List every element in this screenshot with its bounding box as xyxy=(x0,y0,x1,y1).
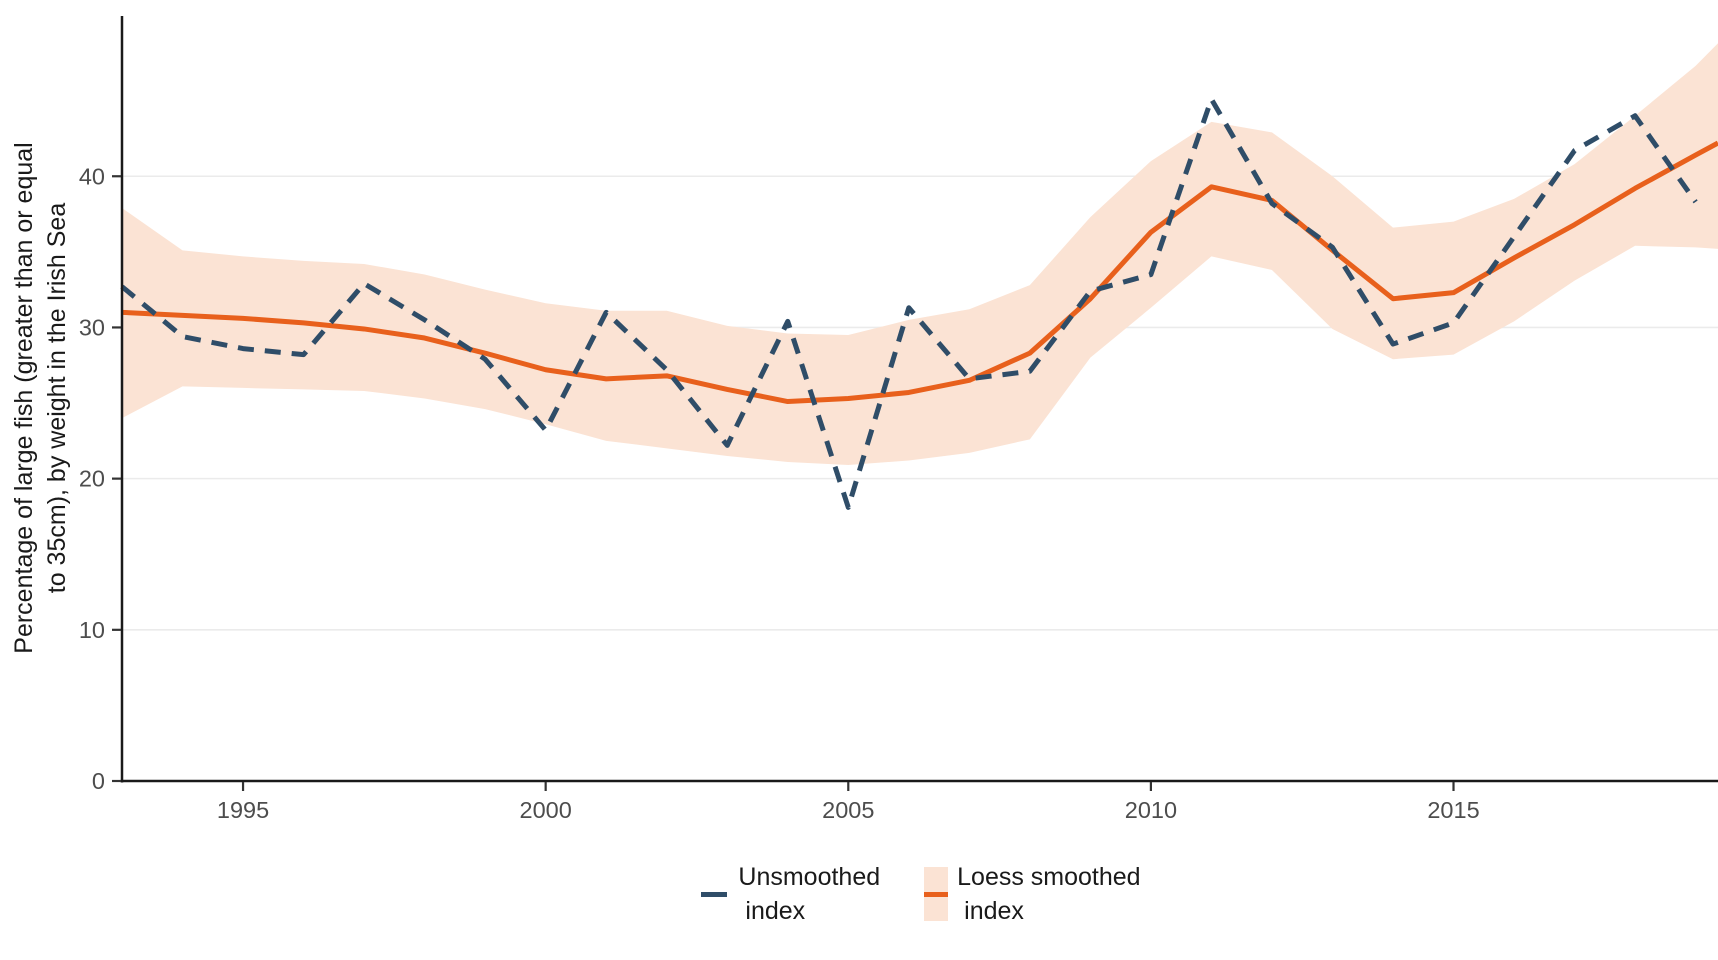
y-tick-label-0: 0 xyxy=(92,768,105,794)
unsmoothed-dashed-line xyxy=(120,96,1698,510)
x-tick-label-2010: 2010 xyxy=(1125,797,1177,823)
y-axis-title-line2: to 35cm), by weight in the Irish Sea xyxy=(43,202,71,594)
y-tick-label-10: 10 xyxy=(79,617,105,643)
legend-label-unsmoothed: Unsmoothed index xyxy=(738,860,880,928)
x-tick-label-2000: 2000 xyxy=(520,797,572,823)
ribbon-key-icon xyxy=(924,867,949,921)
x-tick-label-1995: 1995 xyxy=(217,797,269,823)
x-tick-label-2015: 2015 xyxy=(1427,797,1479,823)
legend-item-unsmoothed: Unsmoothed index xyxy=(699,860,880,928)
x-tick-label-2005: 2005 xyxy=(822,797,874,823)
dashed-line-key-icon xyxy=(701,891,728,897)
legend-label-line: index xyxy=(745,897,806,925)
y-axis-title-line1: Percentage of large fish (greater than o… xyxy=(10,142,38,654)
y-tick-label-20: 20 xyxy=(79,466,105,492)
loess-line-key-icon xyxy=(924,891,949,897)
y-axis-title: Percentage of large fish (greater than o… xyxy=(8,142,74,653)
legend-label-loess: Loess smoothed index xyxy=(957,860,1140,928)
loess-confidence-ribbon xyxy=(122,43,1718,466)
legend-label-line: Unsmoothed xyxy=(738,863,881,891)
legend: Unsmoothed index Loess smoothed index xyxy=(122,860,1718,928)
legend-item-loess: Loess smoothed index xyxy=(924,860,1141,928)
loess-smoothed-line xyxy=(121,140,1718,405)
legend-label-line: index xyxy=(964,897,1024,925)
y-tick-label-40: 40 xyxy=(79,163,105,189)
y-tick-label-30: 30 xyxy=(79,314,105,340)
plot-area: 1995 2000 2005 2010 2015 0 10 20 30 40 xyxy=(79,16,1718,823)
legend-label-line: Loess smoothed xyxy=(957,863,1141,891)
unsmoothed-key-box xyxy=(699,867,729,921)
